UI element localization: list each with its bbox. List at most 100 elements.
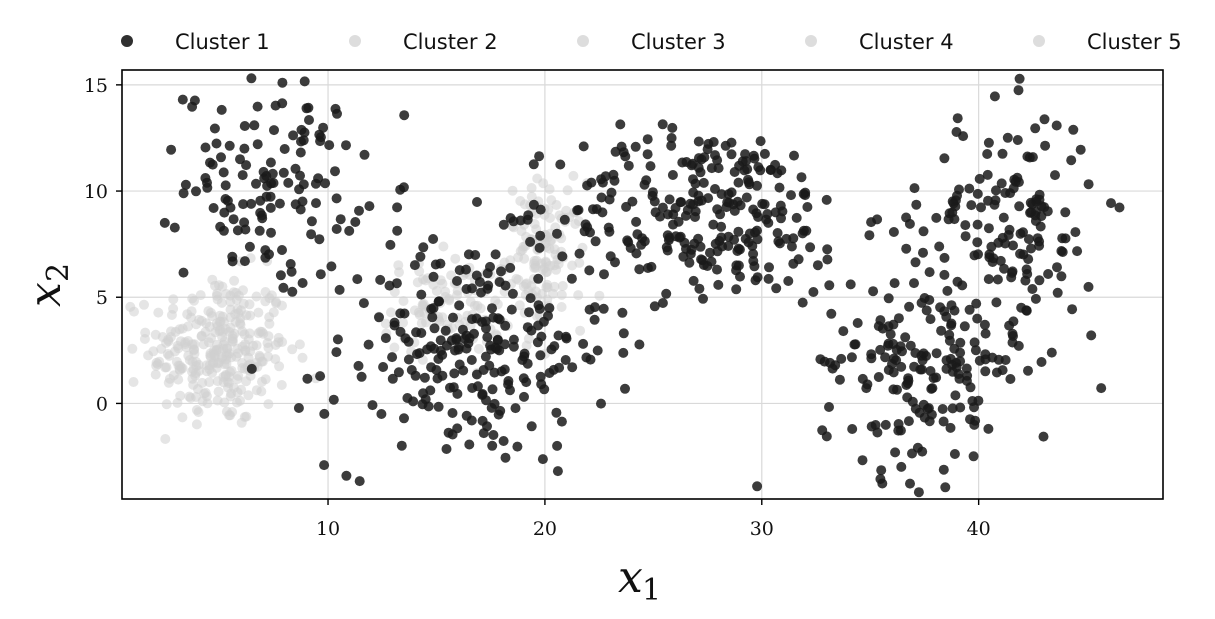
data-point bbox=[630, 141, 641, 152]
data-point bbox=[512, 441, 523, 452]
data-point bbox=[969, 419, 980, 430]
data-point bbox=[938, 464, 949, 475]
data-point bbox=[1083, 281, 1094, 292]
data-point bbox=[631, 216, 642, 227]
y-axis-label-sub: 2 bbox=[41, 263, 76, 282]
data-point bbox=[1056, 271, 1067, 282]
data-point bbox=[647, 187, 658, 198]
data-point bbox=[302, 373, 313, 384]
data-point bbox=[939, 252, 950, 263]
data-point bbox=[649, 301, 660, 312]
data-point bbox=[639, 179, 650, 190]
data-point bbox=[584, 265, 595, 276]
data-point bbox=[249, 120, 260, 131]
data-point bbox=[180, 179, 191, 190]
data-point bbox=[549, 341, 560, 352]
data-point bbox=[313, 173, 324, 184]
data-point bbox=[500, 320, 511, 331]
data-point bbox=[693, 153, 704, 164]
data-point bbox=[233, 308, 244, 319]
data-point bbox=[955, 337, 966, 348]
data-point bbox=[515, 246, 526, 257]
data-point bbox=[821, 194, 832, 205]
data-point bbox=[429, 323, 440, 334]
data-point bbox=[454, 300, 465, 311]
x-axis-label-base: x bbox=[618, 552, 643, 603]
data-point bbox=[139, 299, 149, 310]
data-point bbox=[875, 344, 886, 355]
data-point bbox=[562, 185, 573, 196]
data-point bbox=[1075, 144, 1086, 155]
data-point bbox=[887, 359, 897, 369]
data-point bbox=[983, 274, 994, 285]
data-point bbox=[219, 336, 230, 347]
data-point bbox=[418, 388, 429, 399]
data-point bbox=[471, 270, 482, 281]
data-point bbox=[1066, 155, 1077, 166]
data-point bbox=[1040, 140, 1051, 151]
data-point bbox=[661, 288, 672, 299]
data-point bbox=[161, 399, 172, 410]
data-point bbox=[712, 204, 723, 215]
data-point bbox=[431, 365, 442, 375]
data-point bbox=[551, 200, 562, 210]
data-point bbox=[596, 398, 606, 409]
data-point bbox=[265, 191, 276, 202]
data-point bbox=[494, 277, 505, 287]
data-point bbox=[267, 168, 278, 179]
data-point bbox=[999, 263, 1009, 274]
data-point bbox=[776, 213, 786, 224]
data-point bbox=[983, 423, 994, 434]
data-point bbox=[432, 373, 443, 384]
data-point bbox=[488, 430, 499, 440]
data-point bbox=[989, 91, 1000, 102]
x-tick-label: 20 bbox=[533, 518, 557, 540]
data-point bbox=[864, 230, 875, 241]
data-point bbox=[239, 256, 250, 267]
scatter-points bbox=[125, 73, 1125, 498]
data-point bbox=[693, 233, 704, 244]
data-point bbox=[801, 225, 812, 236]
data-point bbox=[1016, 302, 1027, 313]
data-point bbox=[880, 419, 891, 430]
data-point bbox=[257, 376, 267, 387]
data-point bbox=[896, 361, 907, 372]
data-point bbox=[254, 350, 265, 361]
data-point bbox=[918, 247, 928, 258]
data-point bbox=[1096, 383, 1107, 394]
data-point bbox=[753, 212, 764, 222]
data-point bbox=[645, 161, 656, 172]
data-point bbox=[991, 297, 1002, 308]
data-point bbox=[296, 124, 307, 135]
data-point bbox=[903, 416, 914, 427]
data-point bbox=[567, 362, 578, 373]
data-point bbox=[229, 275, 240, 286]
data-point bbox=[590, 236, 601, 247]
data-point bbox=[417, 299, 428, 310]
data-point bbox=[657, 202, 668, 213]
data-point bbox=[616, 141, 627, 152]
data-point bbox=[642, 263, 653, 273]
data-point bbox=[243, 390, 254, 401]
data-point bbox=[995, 255, 1006, 266]
data-point bbox=[857, 455, 868, 466]
data-point bbox=[556, 289, 567, 300]
data-point bbox=[232, 374, 243, 385]
data-point bbox=[1106, 198, 1116, 209]
data-point bbox=[303, 102, 314, 113]
data-point bbox=[331, 224, 342, 234]
data-point bbox=[618, 328, 629, 339]
data-point bbox=[461, 330, 472, 341]
data-point bbox=[555, 159, 566, 170]
data-point bbox=[290, 163, 301, 174]
data-point bbox=[598, 303, 609, 314]
data-point bbox=[731, 284, 742, 295]
data-point bbox=[202, 398, 213, 409]
data-point bbox=[277, 77, 288, 88]
data-point bbox=[980, 328, 991, 339]
data-point bbox=[678, 251, 689, 262]
data-point bbox=[427, 312, 438, 323]
data-point bbox=[240, 346, 251, 357]
data-point bbox=[955, 347, 966, 358]
data-point bbox=[161, 362, 172, 373]
